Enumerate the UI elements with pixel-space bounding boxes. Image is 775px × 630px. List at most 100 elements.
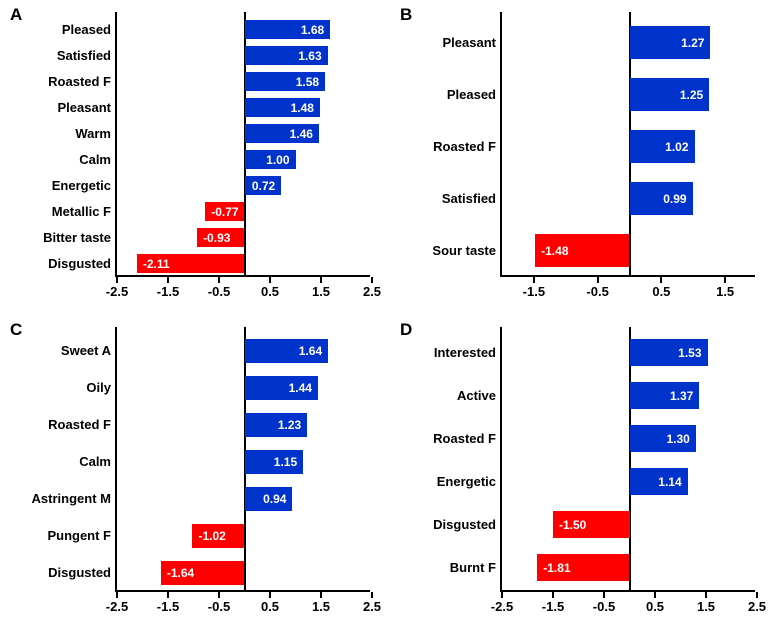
bar-value: -0.93	[203, 231, 230, 245]
bar: 1.63	[245, 46, 328, 65]
category-label: Pleased	[447, 87, 496, 102]
bar-value: 1.27	[681, 36, 704, 50]
bar-value: -1.48	[541, 244, 568, 258]
category-label: Bitter taste	[43, 230, 111, 245]
x-tick-label: 0.5	[261, 284, 279, 299]
bar: 1.68	[245, 20, 331, 39]
panel-label-c: C	[10, 320, 22, 340]
category-label: Roasted F	[433, 431, 496, 446]
bar: 1.37	[630, 382, 700, 409]
x-tick	[705, 592, 707, 598]
x-tick-label: 2.5	[363, 599, 381, 614]
bar-value: 1.02	[665, 140, 688, 154]
bar: 1.15	[245, 450, 304, 474]
category-label: Energetic	[437, 474, 496, 489]
x-tick	[320, 277, 322, 283]
x-tick-label: -0.5	[586, 284, 608, 299]
x-tick	[320, 592, 322, 598]
panel-label-a: A	[10, 5, 22, 25]
bar: 1.23	[245, 413, 308, 437]
bar: 0.94	[245, 487, 293, 511]
category-label: Interested	[434, 345, 496, 360]
bar-value: 1.25	[680, 88, 703, 102]
x-tick-label: 2.5	[363, 284, 381, 299]
x-tick-label: -2.5	[491, 599, 513, 614]
category-label: Calm	[79, 454, 111, 469]
x-tick-label: -0.5	[208, 284, 230, 299]
category-label: Pleased	[62, 22, 111, 37]
bar-value: 1.48	[291, 101, 314, 115]
x-tick	[269, 277, 271, 283]
x-tick	[218, 277, 220, 283]
panel-label-b: B	[400, 5, 412, 25]
category-label: Active	[457, 388, 496, 403]
chart-d: -2.5-1.5-0.50.51.52.5Interested1.53Activ…	[500, 327, 755, 592]
x-tick-label: 0.5	[261, 599, 279, 614]
bar-value: 1.37	[670, 389, 693, 403]
x-tick	[654, 592, 656, 598]
bar-value: 1.14	[658, 475, 681, 489]
bar: -1.50	[553, 511, 630, 538]
bar-value: 0.94	[263, 492, 286, 506]
x-tick-label: 2.5	[748, 599, 766, 614]
bar-value: 1.58	[296, 75, 319, 89]
x-tick	[552, 592, 554, 598]
bar-value: -0.77	[211, 205, 238, 219]
category-label: Pleasant	[443, 35, 496, 50]
bar-value: 1.23	[278, 418, 301, 432]
category-label: Pleasant	[58, 100, 111, 115]
x-tick-label: -0.5	[208, 599, 230, 614]
x-tick-label: -1.5	[157, 599, 179, 614]
bar-value: -1.02	[198, 529, 225, 543]
x-tick-label: -1.5	[542, 599, 564, 614]
x-tick	[371, 592, 373, 598]
bar: 1.48	[245, 98, 320, 117]
x-tick-label: -0.5	[593, 599, 615, 614]
bar-value: 1.68	[301, 23, 324, 37]
bar: 1.53	[630, 339, 708, 366]
x-tick-label: -1.5	[523, 284, 545, 299]
category-label: Satisfied	[442, 191, 496, 206]
x-tick	[501, 592, 503, 598]
x-tick-label: 1.5	[716, 284, 734, 299]
x-tick	[533, 277, 535, 283]
bar: 1.46	[245, 124, 319, 143]
bar-value: 1.63	[298, 49, 321, 63]
bar-value: -1.81	[543, 561, 570, 575]
x-tick	[597, 277, 599, 283]
x-tick-label: -1.5	[157, 284, 179, 299]
category-label: Oily	[86, 380, 111, 395]
bar: 1.58	[245, 72, 326, 91]
category-label: Satisfied	[57, 48, 111, 63]
bar-value: 1.64	[299, 344, 322, 358]
bar-value: -1.64	[167, 566, 194, 580]
x-tick	[167, 592, 169, 598]
bar: 1.14	[630, 468, 688, 495]
bar-value: 1.30	[666, 432, 689, 446]
bar-value: 0.72	[252, 179, 275, 193]
category-label: Calm	[79, 152, 111, 167]
category-label: Disgusted	[48, 256, 111, 271]
bar: -1.64	[161, 561, 245, 585]
x-tick	[116, 277, 118, 283]
x-tick-label: 1.5	[697, 599, 715, 614]
bar: 1.00	[245, 150, 296, 169]
category-label: Roasted F	[48, 74, 111, 89]
category-label: Energetic	[52, 178, 111, 193]
bar: 1.30	[630, 425, 696, 452]
bar: -0.93	[197, 228, 244, 247]
chart-c: -2.5-1.5-0.50.51.52.5Sweet A1.64Oily1.44…	[115, 327, 370, 592]
bar: -1.02	[192, 524, 244, 548]
bar-value: 1.53	[678, 346, 701, 360]
category-label: Warm	[75, 126, 111, 141]
category-label: Pungent F	[47, 528, 111, 543]
x-tick	[218, 592, 220, 598]
bar-value: 1.44	[289, 381, 312, 395]
bar-value: 1.15	[274, 455, 297, 469]
bar: 1.25	[630, 78, 710, 111]
category-label: Roasted F	[48, 417, 111, 432]
category-label: Sweet A	[61, 343, 111, 358]
x-tick	[724, 277, 726, 283]
bar-value: -1.50	[559, 518, 586, 532]
x-tick	[269, 592, 271, 598]
